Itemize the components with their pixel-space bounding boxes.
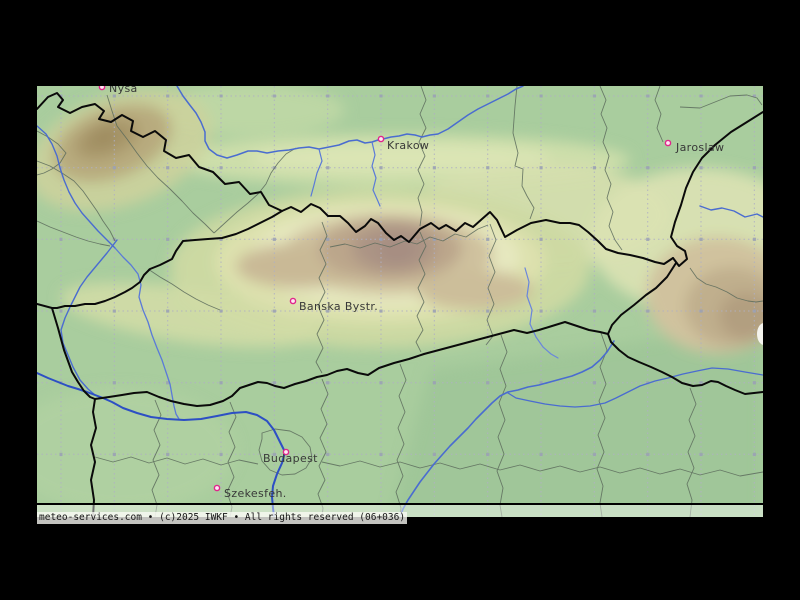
admin-line [415, 231, 427, 353]
admin-line [596, 332, 608, 517]
border-at-hu [90, 398, 97, 517]
contour-sw-band [61, 282, 319, 348]
admin-line [37, 130, 67, 176]
city-label: Jaroslaw [675, 141, 724, 154]
admin-line [147, 268, 221, 311]
admin-line [315, 221, 328, 374]
admin-borders [37, 86, 763, 517]
city-szekesfehervar[interactable]: Szekesfeh. [213, 484, 287, 500]
river-tributary [371, 141, 381, 207]
border-sk-hu-ua [607, 262, 763, 395]
border-pl-ua [670, 111, 763, 267]
copyright-text: meteo-services.com • (c)2025 IWKF • All … [37, 512, 408, 524]
admin-line [94, 456, 259, 466]
admin-line [686, 387, 697, 517]
river-bodrog [507, 367, 763, 408]
border-at-sk [51, 307, 96, 400]
admin-line [213, 147, 297, 234]
admin-line [679, 94, 763, 109]
map-canvas: Nysa Krakow Jaroslaw Banska Bystr. Budap… [37, 82, 763, 517]
river-tributary [310, 148, 323, 197]
admin-line [106, 94, 215, 234]
country-borders [37, 92, 763, 517]
river-morava [60, 239, 118, 396]
river-hornad [524, 267, 559, 359]
city-budapest[interactable]: Budapest [263, 448, 318, 465]
admin-line [395, 363, 407, 517]
admin-line [654, 86, 664, 143]
admin-line [226, 401, 237, 517]
contour-nysa-peak [88, 126, 120, 148]
contour-krakow-band-core [250, 144, 550, 172]
city-banska-bystrica[interactable]: Banska Bystr. [289, 297, 378, 313]
contour-peak-white-spot [757, 323, 763, 345]
contour-se-green [390, 325, 763, 517]
city-nysa[interactable]: Nysa [98, 82, 138, 95]
admin-line [417, 86, 427, 227]
contour-ridge-east [417, 270, 533, 310]
city-label: Krakow [387, 139, 429, 152]
city-label: Banska Bystr. [299, 300, 378, 313]
admin-line [485, 223, 497, 346]
city-label: Budapest [263, 452, 318, 465]
admin-line [512, 86, 535, 220]
city-label: Szekesfeh. [224, 487, 287, 500]
admin-ring-budapest [258, 428, 313, 476]
city-jaroslaw[interactable]: Jaroslaw [664, 139, 724, 154]
admin-line [151, 399, 162, 517]
city-marker-icon [98, 86, 106, 91]
border-cz-pl-sk [37, 92, 674, 265]
cities-layer: Nysa Krakow Jaroslaw Banska Bystr. Budap… [98, 82, 724, 500]
city-marker-icon [664, 139, 672, 147]
admin-line [37, 160, 116, 242]
terrain-contours [37, 86, 763, 517]
river-san [699, 205, 763, 218]
city-krakow[interactable]: Krakow [377, 135, 429, 152]
river-vah [114, 247, 180, 420]
river-tisza [399, 340, 615, 517]
border-sk-hu [94, 321, 609, 407]
city-marker-icon [377, 135, 385, 143]
admin-line [317, 378, 329, 517]
city-marker-icon [289, 297, 297, 305]
river-vistula [176, 86, 524, 159]
admin-line [321, 460, 763, 477]
contour-tatra-peak [377, 237, 417, 263]
city-label: Nysa [109, 82, 138, 95]
contour-east-core [719, 292, 763, 340]
admin-line [689, 267, 763, 303]
city-marker-icon [213, 484, 221, 492]
river-odra [37, 125, 116, 249]
footer-bar: meteo-services.com • (c)2025 IWKF • All … [37, 503, 763, 524]
border-cz-sk [37, 210, 283, 309]
admin-line [37, 220, 111, 247]
admin-line [329, 224, 489, 249]
admin-line [496, 334, 508, 517]
admin-line [599, 86, 623, 251]
city-marker-icon [282, 448, 290, 456]
